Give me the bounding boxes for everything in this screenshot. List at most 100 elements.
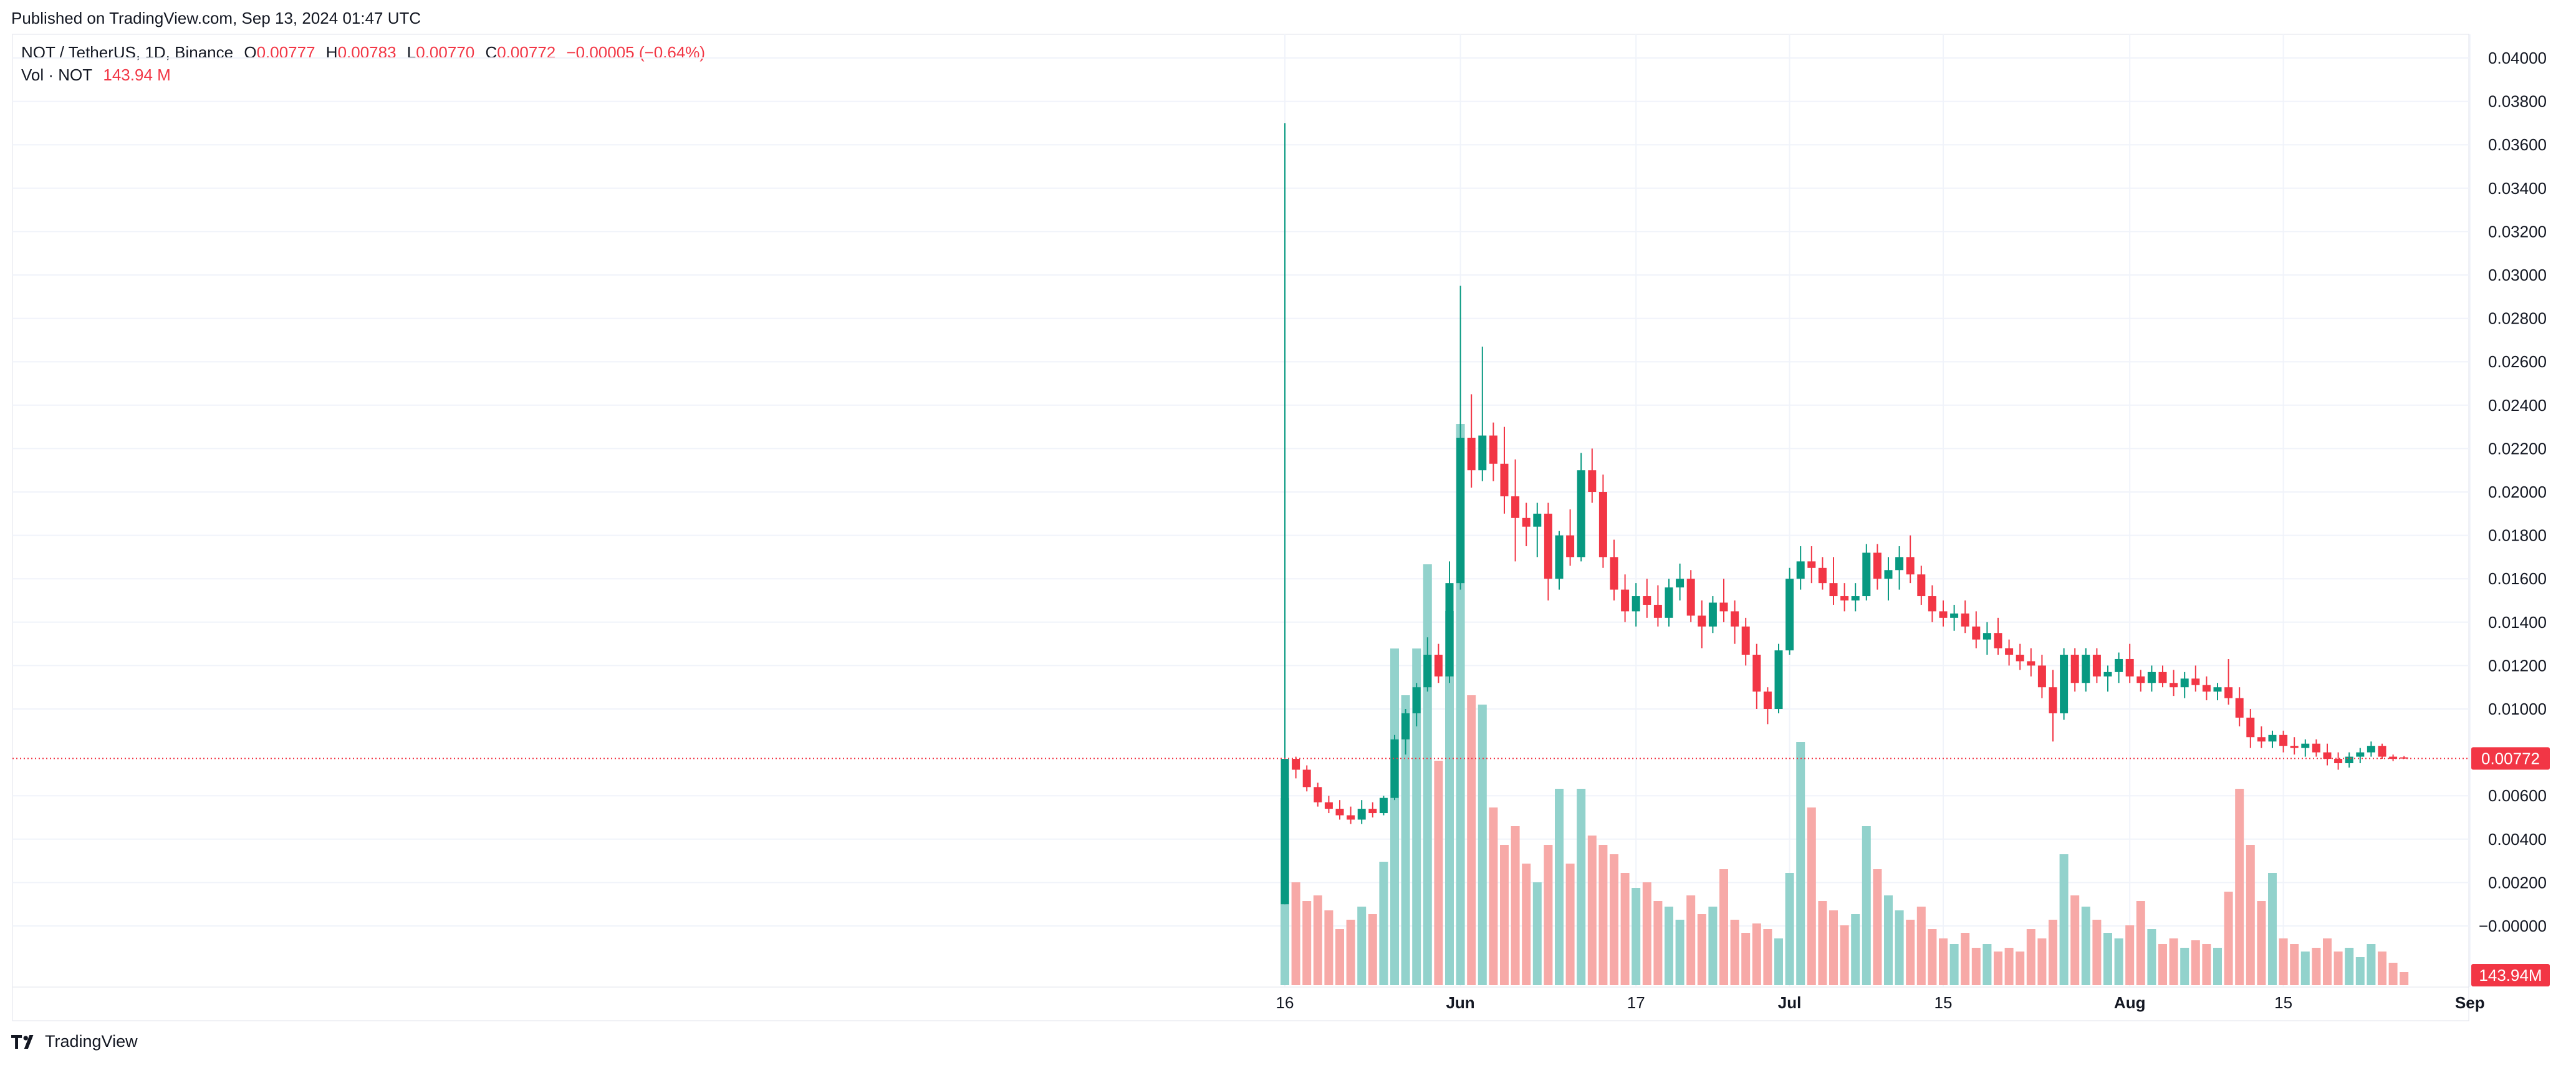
volume-bar xyxy=(1555,789,1564,985)
volume-bar xyxy=(2037,938,2047,985)
volume-label[interactable]: Vol · NOT xyxy=(21,65,93,84)
volume-bar xyxy=(2400,972,2409,985)
candle-body xyxy=(2016,655,2024,662)
volume-bar xyxy=(1916,907,1926,985)
candle xyxy=(1653,585,1662,627)
candle-body xyxy=(1917,574,1926,597)
volume-bar xyxy=(1379,862,1388,985)
candle-body xyxy=(2257,737,2266,742)
volume-bar xyxy=(1291,882,1300,985)
volume-bar xyxy=(2333,952,2343,985)
candle xyxy=(2115,652,2123,683)
price-tick-label: 0.00400 xyxy=(2488,830,2547,849)
volume-bar xyxy=(2323,938,2332,985)
candle xyxy=(1719,579,1728,622)
candle xyxy=(2323,743,2332,766)
candle-body xyxy=(1774,650,1783,709)
candle xyxy=(1643,579,1651,618)
candle xyxy=(1851,583,1860,612)
time-tick-label: 15 xyxy=(2274,993,2292,1012)
candle-body xyxy=(1281,759,1289,905)
candle-body xyxy=(1708,602,1717,627)
volume-bar xyxy=(1565,864,1575,985)
candle xyxy=(1467,394,1476,488)
candle xyxy=(1884,557,1893,600)
candle-body xyxy=(1445,583,1454,677)
candle-body xyxy=(1752,655,1761,692)
candle xyxy=(1950,604,1959,631)
candle-body xyxy=(1862,552,1871,597)
candle-body xyxy=(2378,746,2386,757)
price-tick-label: 0.02000 xyxy=(2488,483,2547,501)
candle xyxy=(2158,665,2167,688)
volume-bar xyxy=(1961,933,1970,985)
volume-bar xyxy=(2257,901,2266,985)
candle xyxy=(2070,648,2079,692)
candle-body xyxy=(1314,787,1322,802)
candle xyxy=(1478,346,1487,481)
volume-bar xyxy=(1390,648,1399,985)
candle xyxy=(1577,453,1585,562)
volume-bar xyxy=(2103,933,2112,985)
candle-body xyxy=(1698,615,1706,627)
candle xyxy=(1423,637,1432,692)
axis-badges: 0.00772 143.94M xyxy=(2471,747,2550,986)
candle xyxy=(2005,639,2014,666)
candle-body xyxy=(1763,692,1772,709)
candle xyxy=(1511,459,1520,562)
price-tick-label: 0.02600 xyxy=(2488,352,2547,371)
candle xyxy=(1676,563,1684,600)
candle-body xyxy=(2115,658,2123,672)
candle xyxy=(1598,475,1607,568)
volume-bar xyxy=(1971,948,1981,985)
candle xyxy=(2389,754,2398,761)
candle xyxy=(1489,422,1497,481)
volume-bar xyxy=(1730,920,1739,985)
candle-body xyxy=(2235,698,2244,718)
price-tick-label: 0.01000 xyxy=(2488,700,2547,718)
candle xyxy=(2202,676,2211,701)
candle-body xyxy=(1829,583,1838,597)
candle xyxy=(2037,655,2046,698)
candle xyxy=(1796,546,1805,590)
volume-bar xyxy=(2388,963,2398,985)
volume-bar xyxy=(1500,845,1509,985)
volume-bar xyxy=(2355,957,2365,985)
candle xyxy=(2356,748,2365,763)
candle-body xyxy=(1950,613,1959,618)
volume-bar xyxy=(1840,925,1849,985)
candle xyxy=(1379,796,1388,816)
candle-body xyxy=(1643,596,1651,605)
price-axis[interactable]: 0.04000 0.03800 0.03600 0.03400 0.03200 0.030… xyxy=(2479,49,2547,935)
candle xyxy=(1500,426,1509,514)
candle xyxy=(2312,739,2320,757)
low-label: L xyxy=(406,43,416,62)
time-axis[interactable]: 16Jun17Jul15Aug15Sep16Oct15 xyxy=(1276,993,2576,1012)
candle-body xyxy=(1489,435,1497,464)
volume-bar xyxy=(2169,938,2178,985)
candle-body xyxy=(2268,735,2277,742)
volume-bar xyxy=(2246,845,2255,985)
last-price-badge-text: 0.00772 xyxy=(2481,749,2540,768)
candle xyxy=(2103,665,2112,692)
close-label: C xyxy=(485,43,497,62)
tradingview-logo[interactable]: TradingView xyxy=(11,1032,138,1051)
candle-body xyxy=(2060,655,2069,713)
volume-bar xyxy=(1401,695,1410,985)
candle xyxy=(1610,539,1618,600)
candle xyxy=(1928,585,1936,622)
candle-body xyxy=(1357,809,1366,820)
volume-bar xyxy=(2049,920,2057,985)
candle-body xyxy=(1533,513,1542,527)
candle-body xyxy=(1577,470,1585,557)
candle xyxy=(1533,503,1542,557)
candle xyxy=(2191,665,2200,692)
candle xyxy=(1347,806,1355,824)
candle xyxy=(2136,670,2145,692)
price-tick-label: 0.00600 xyxy=(2488,786,2547,805)
last-volume-badge-text: 143.94M xyxy=(2479,966,2542,985)
tradingview-logo-icon xyxy=(11,1034,34,1049)
candle xyxy=(1401,709,1410,755)
candle xyxy=(2125,643,2134,683)
